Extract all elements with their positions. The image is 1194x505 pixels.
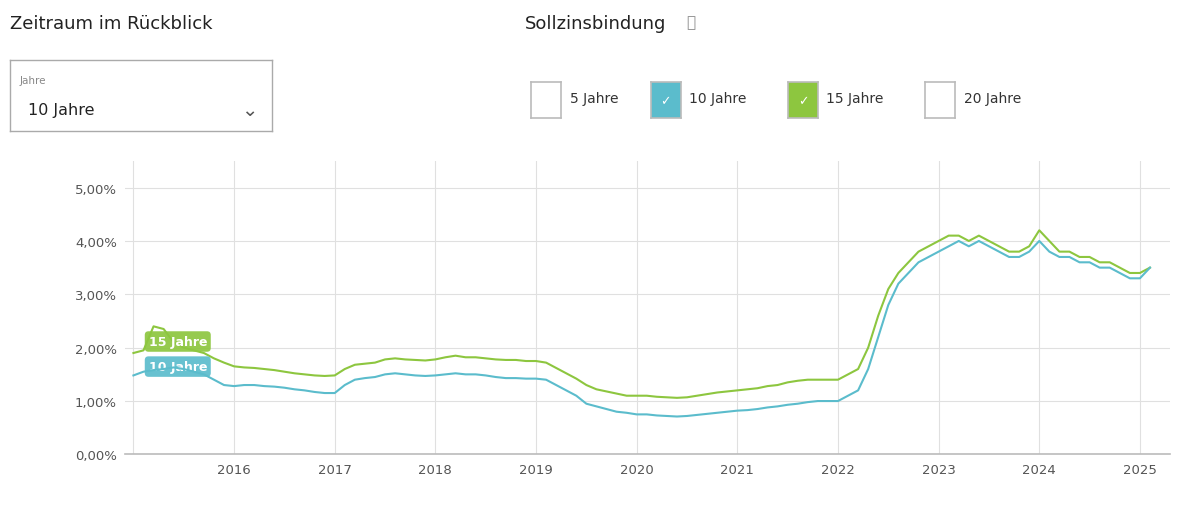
Text: 10 Jahre: 10 Jahre	[148, 361, 207, 373]
Text: 15 Jahre: 15 Jahre	[826, 91, 884, 106]
Text: Jahre: Jahre	[20, 75, 47, 85]
Text: 15 Jahre: 15 Jahre	[148, 335, 207, 348]
Text: ⓘ: ⓘ	[687, 15, 696, 30]
Text: ✓: ✓	[798, 94, 808, 108]
Text: Zeitraum im Rückblick: Zeitraum im Rückblick	[10, 15, 213, 33]
Text: ⌄: ⌄	[241, 100, 257, 120]
Text: 5 Jahre: 5 Jahre	[570, 91, 618, 106]
Text: ✓: ✓	[660, 94, 671, 108]
Text: 10 Jahre: 10 Jahre	[689, 91, 746, 106]
Text: 20 Jahre: 20 Jahre	[964, 91, 1021, 106]
Text: Sollzinsbindung: Sollzinsbindung	[525, 15, 666, 33]
Text: 10 Jahre: 10 Jahre	[27, 103, 94, 118]
